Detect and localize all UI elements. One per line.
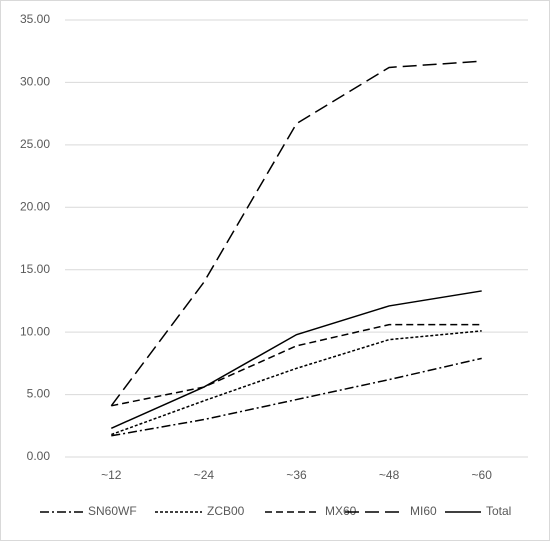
x-tick-label: ~60 — [472, 468, 493, 482]
y-tick-label: 5.00 — [27, 387, 51, 401]
x-tick-label: ~24 — [194, 468, 215, 482]
series-line — [110, 290, 482, 429]
y-tick-label: 10.00 — [20, 324, 50, 338]
x-tick-label: ~12 — [101, 468, 122, 482]
legend-label: ZCB00 — [207, 504, 245, 518]
x-tick-label: ~36 — [286, 468, 307, 482]
series-line — [111, 357, 482, 437]
legend-label: MX60 — [325, 504, 357, 518]
legend-label: SN60WF — [88, 504, 137, 518]
y-tick-label: 0.00 — [27, 449, 51, 463]
series-line — [110, 60, 482, 407]
series-line — [111, 323, 482, 407]
legend-label: MI60 — [410, 504, 437, 518]
x-tick-label: ~48 — [379, 468, 400, 482]
legend-label: Total — [486, 504, 511, 518]
y-tick-label: 20.00 — [20, 199, 50, 213]
y-tick-label: 30.00 — [20, 75, 50, 89]
y-tick-label: 15.00 — [20, 262, 50, 276]
y-tick-label: 25.00 — [20, 137, 50, 151]
series-line — [111, 330, 482, 436]
y-tick-label: 35.00 — [20, 12, 50, 26]
